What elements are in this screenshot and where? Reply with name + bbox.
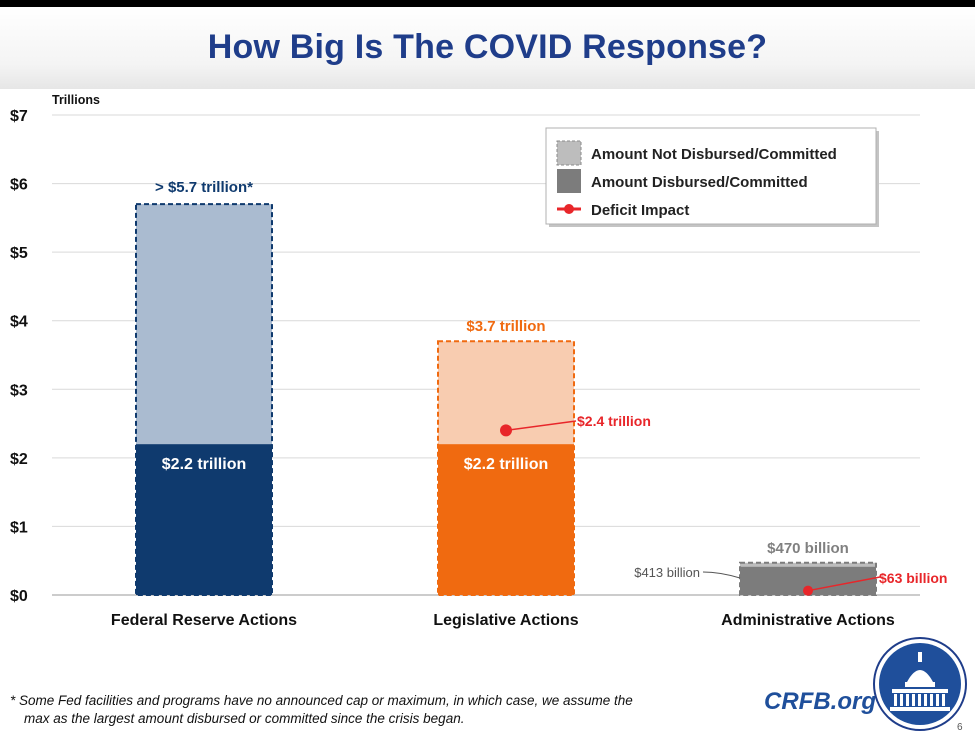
- bar-not-disbursed: [136, 204, 272, 445]
- y-tick-label: $4: [10, 314, 28, 331]
- leader-line-adm-disbursed: [702, 571, 741, 579]
- legend-box: [545, 127, 877, 225]
- y-tick-label: $1: [10, 519, 28, 536]
- footnote-line-1: * Some Fed facilities and programs have …: [10, 693, 633, 708]
- deficit-marker-adm: [803, 585, 813, 596]
- data-label-adm-disbursed: $413 billion: [634, 565, 700, 580]
- data-label-adm-deficit: $63 billion: [879, 570, 947, 586]
- deficit-leader-adm: [807, 576, 881, 592]
- x-tick-label: Administrative Actions: [721, 612, 895, 629]
- data-label-adm-total: $470 billion: [767, 540, 849, 557]
- bar-disbursed: [136, 444, 272, 595]
- legend-swatch-disbursed: [557, 169, 581, 193]
- deficit-marker-leg: [500, 424, 512, 437]
- legend-swatch-not-disbursed: [556, 140, 582, 166]
- bar-disbursed: [438, 444, 574, 595]
- y-axis-label: Trillions: [52, 93, 100, 107]
- title-band: [0, 7, 975, 89]
- x-tick-label: Legislative Actions: [433, 612, 578, 629]
- y-tick-label: $6: [10, 177, 28, 194]
- x-tick-label: Federal Reserve Actions: [111, 612, 297, 629]
- chart-title: How Big Is The COVID Response?: [207, 28, 768, 66]
- bar-not-disbursed: [740, 562, 876, 567]
- page-number: 6: [957, 722, 963, 733]
- deficit-leader-leg: [505, 420, 577, 432]
- y-tick-label: $3: [10, 382, 28, 399]
- data-label-leg-total: $3.7 trillion: [466, 318, 545, 335]
- capitol-seal-icon: [873, 637, 967, 731]
- y-tick-label: $0: [10, 588, 28, 605]
- y-tick-label: $5: [10, 245, 28, 262]
- legend-label: Deficit Impact: [591, 202, 689, 219]
- brand-link[interactable]: CRFB.org: [764, 688, 876, 715]
- y-tick-label: $2: [10, 451, 28, 468]
- footnote-line-2: max as the largest amount disbursed or c…: [24, 711, 465, 726]
- data-label-fed-disbursed: $2.2 trillion: [162, 456, 246, 473]
- y-tick-label: $7: [10, 108, 28, 125]
- footnote: * Some Fed facilities and programs have …: [10, 692, 730, 728]
- legend-label: Amount Not Disbursed/Committed: [591, 146, 837, 163]
- legend-label: Amount Disbursed/Committed: [591, 174, 808, 191]
- data-label-fed-total: > $5.7 trillion*: [155, 179, 253, 196]
- top-border: [0, 0, 975, 7]
- data-label-leg-deficit: $2.4 trillion: [577, 413, 651, 429]
- data-label-leg-disbursed: $2.2 trillion: [464, 456, 548, 473]
- legend-swatch-deficit-dot: [564, 204, 574, 214]
